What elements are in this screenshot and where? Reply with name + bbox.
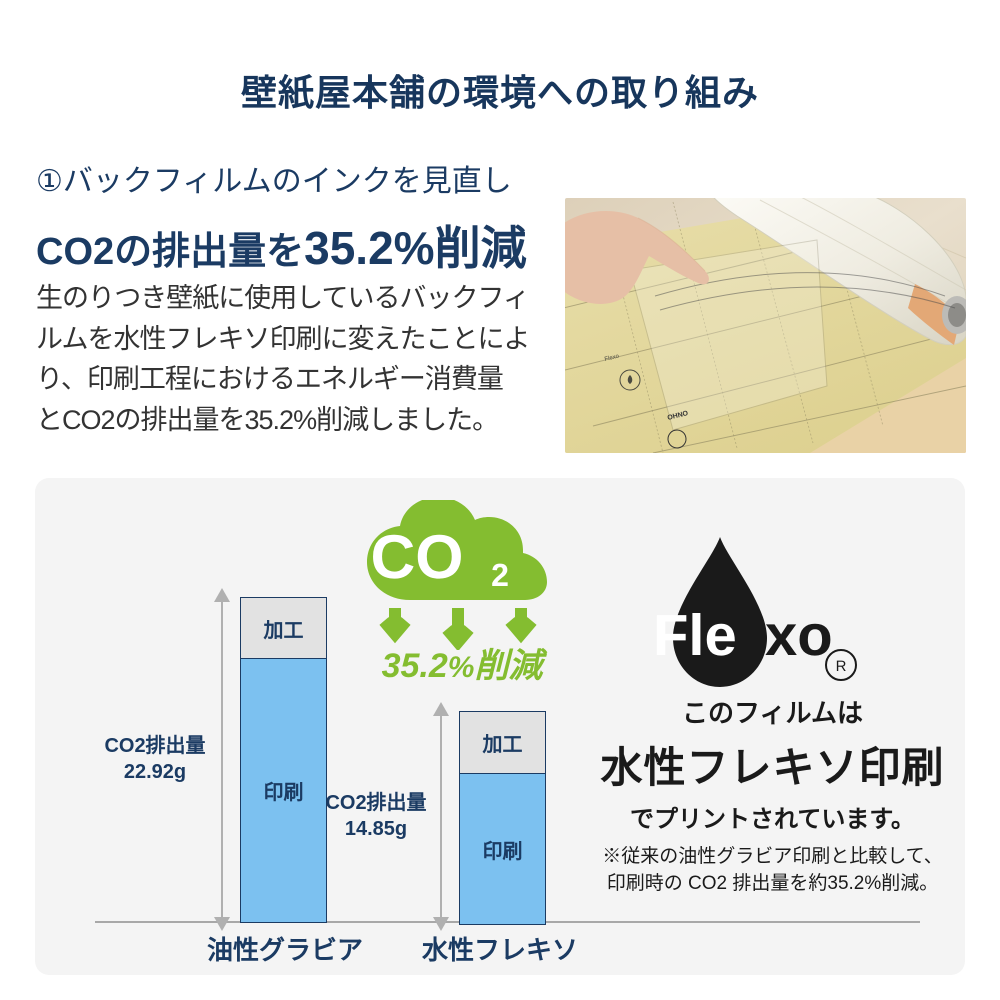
svg-text:CO: CO — [371, 523, 464, 592]
svg-text:R: R — [836, 658, 847, 675]
svg-text:xo: xo — [765, 603, 833, 668]
svg-text:Fle: Fle — [653, 603, 737, 668]
svg-text:2: 2 — [491, 557, 509, 593]
